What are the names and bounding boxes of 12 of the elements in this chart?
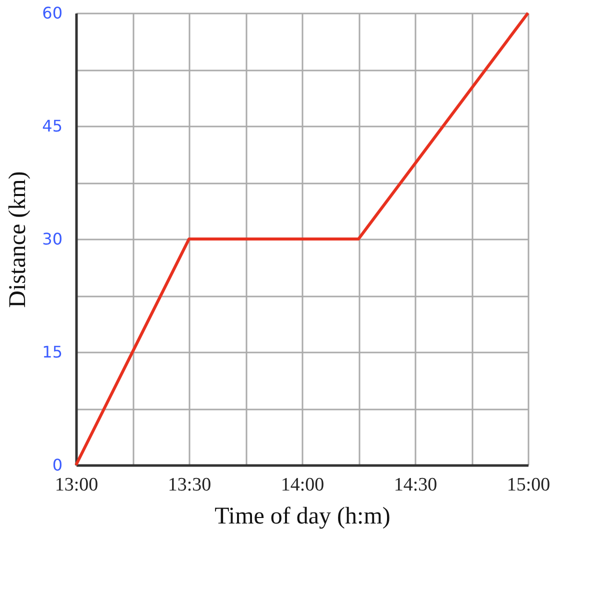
x-tick-label: 14:30 [394, 474, 438, 496]
y-tick-label: 0 [52, 456, 62, 474]
x-tick-label: 13:30 [168, 474, 212, 496]
x-axis-title: Time of day (h:m) [214, 504, 390, 530]
y-tick-label: 15 [42, 342, 62, 362]
x-tick-label: 13:00 [54, 474, 98, 496]
y-tick-label: 60 [42, 4, 62, 22]
y-tick-label: 30 [42, 230, 62, 248]
x-tick-label: 15:00 [506, 474, 550, 496]
y-axis-title: Distance (km) [5, 171, 32, 308]
y-tick-label: 45 [42, 116, 62, 136]
x-tick-label: 14:00 [280, 474, 324, 496]
